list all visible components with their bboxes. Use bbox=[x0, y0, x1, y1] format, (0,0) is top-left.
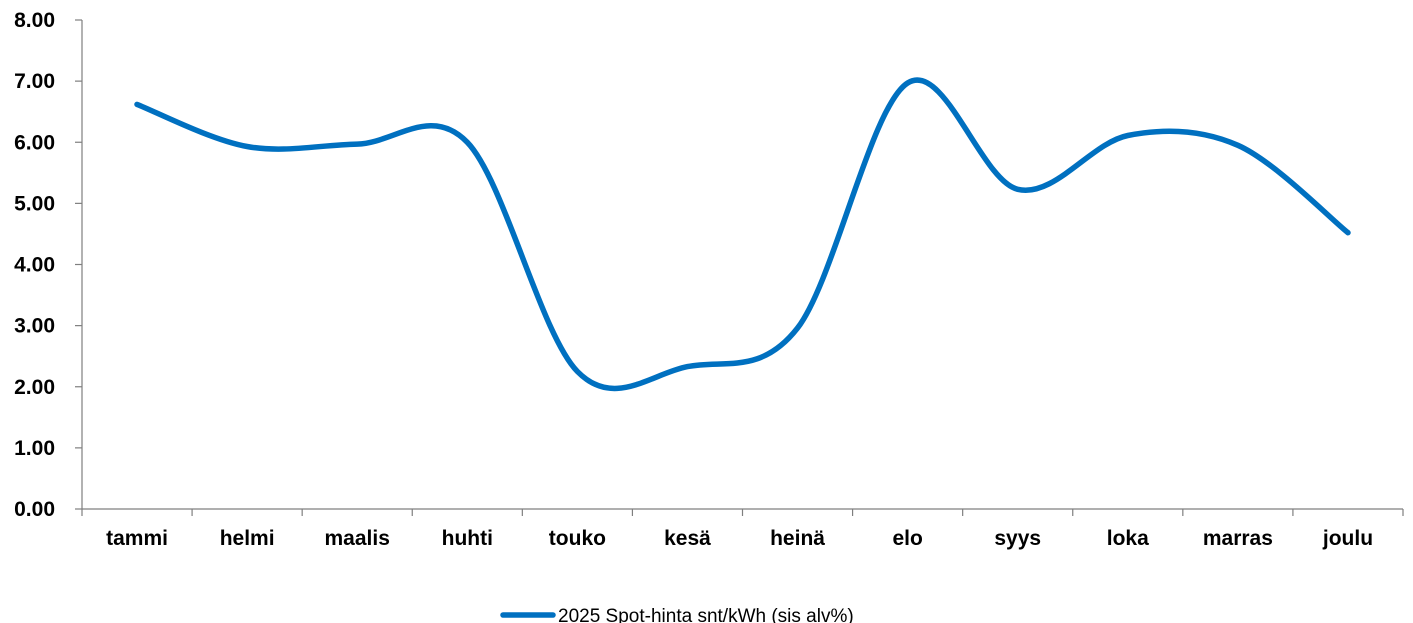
data-point bbox=[134, 102, 140, 108]
x-tick-label: touko bbox=[549, 527, 606, 550]
x-tick-label: loka bbox=[1107, 527, 1149, 550]
x-tick-label: maalis bbox=[325, 527, 390, 550]
y-tick-label: 5.00 bbox=[14, 192, 55, 215]
data-point bbox=[465, 140, 471, 146]
x-tick-label: joulu bbox=[1322, 527, 1373, 550]
data-point bbox=[354, 141, 360, 147]
data-point bbox=[575, 369, 581, 375]
x-tick-label: helmi bbox=[220, 527, 275, 550]
data-point bbox=[1235, 143, 1241, 149]
y-tick-label: 8.00 bbox=[14, 9, 55, 32]
x-tick-label: kesä bbox=[664, 527, 711, 550]
y-axis: 0.00 1.00 2.00 3.00 4.00 5.00 6.00 7.00 8.00 bbox=[14, 9, 83, 521]
data-point bbox=[1125, 133, 1131, 139]
y-tick-label: 6.00 bbox=[14, 131, 55, 154]
data-point bbox=[685, 364, 691, 370]
x-tick-label: tammi bbox=[106, 527, 168, 550]
y-tick-label: 1.00 bbox=[14, 437, 55, 460]
y-tick-label: 3.00 bbox=[14, 315, 55, 338]
x-tick-label: marras bbox=[1203, 527, 1273, 550]
data-point bbox=[795, 325, 801, 331]
data-point bbox=[1015, 187, 1021, 193]
x-tick-label: elo bbox=[892, 527, 922, 550]
data-point bbox=[244, 144, 250, 150]
x-axis: tammi helmi maalis huhti touko kesä heinä elo sy… bbox=[81, 508, 1404, 550]
data-point bbox=[1345, 230, 1351, 236]
series-line-0 bbox=[134, 77, 1351, 392]
legend-label: 2025 Spot-hinta snt/kWh (sis alv%) bbox=[558, 606, 854, 623]
legend: 2025 Spot-hinta snt/kWh (sis alv%) bbox=[500, 606, 854, 623]
y-tick-label: 7.00 bbox=[14, 70, 55, 93]
x-tick-label: syys bbox=[994, 527, 1041, 550]
y-tick-label: 2.00 bbox=[14, 376, 55, 399]
series-layer bbox=[134, 77, 1351, 392]
x-tick-label: heinä bbox=[770, 527, 825, 550]
data-point bbox=[905, 80, 911, 86]
x-tick-label: huhti bbox=[442, 527, 493, 550]
y-tick-label: 4.00 bbox=[14, 254, 55, 277]
y-tick-label: 0.00 bbox=[14, 498, 55, 521]
